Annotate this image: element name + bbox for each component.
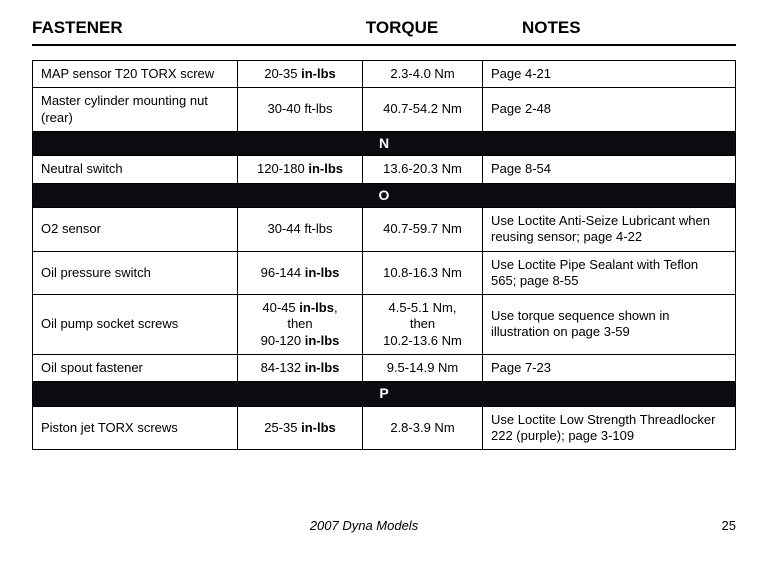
- cell-notes: Page 7-23: [483, 354, 736, 381]
- cell-fastener: Oil spout fastener: [33, 354, 238, 381]
- cell-torque-imperial: 30-44 ft-lbs: [238, 208, 363, 252]
- cell-notes: Use Loctite Low Strength Threadlocker 22…: [483, 406, 736, 450]
- page: FASTENER TORQUE NOTES MAP sensor T20 TOR…: [0, 0, 768, 450]
- footer-page-number: 25: [696, 518, 736, 533]
- cell-torque-imperial: 40-45 in-lbs,then90-120 in-lbs: [238, 295, 363, 355]
- cell-fastener: O2 sensor: [33, 208, 238, 252]
- table-row: Oil pressure switch96-144 in-lbs10.8-16.…: [33, 251, 736, 295]
- cell-torque-imperial: 120-180 in-lbs: [238, 156, 363, 183]
- cell-notes: Use torque sequence shown in illustratio…: [483, 295, 736, 355]
- cell-fastener: Oil pressure switch: [33, 251, 238, 295]
- column-headers: FASTENER TORQUE NOTES: [32, 18, 736, 46]
- table-row: Piston jet TORX screws25-35 in-lbs2.8-3.…: [33, 406, 736, 450]
- cell-torque-nm: 2.3-4.0 Nm: [363, 61, 483, 88]
- header-torque: TORQUE: [302, 18, 502, 38]
- header-spacer: [32, 46, 736, 60]
- footer-model: 2007 Dyna Models: [32, 518, 696, 533]
- cell-torque-imperial: 84-132 in-lbs: [238, 354, 363, 381]
- cell-notes: Page 8-54: [483, 156, 736, 183]
- cell-torque-nm: 4.5-5.1 Nm, then 10.2-13.6 Nm: [363, 295, 483, 355]
- table-row: Oil spout fastener84-132 in-lbs9.5-14.9 …: [33, 354, 736, 381]
- torque-table: MAP sensor T20 TORX screw20-35 in-lbs2.3…: [32, 60, 736, 450]
- header-fastener: FASTENER: [32, 18, 302, 38]
- section-divider: P: [33, 382, 736, 407]
- section-label: O: [33, 183, 736, 208]
- cell-notes: Page 4-21: [483, 61, 736, 88]
- cell-fastener: MAP sensor T20 TORX screw: [33, 61, 238, 88]
- page-footer: 2007 Dyna Models 25: [32, 518, 736, 533]
- cell-torque-nm: 13.6-20.3 Nm: [363, 156, 483, 183]
- cell-torque-nm: 9.5-14.9 Nm: [363, 354, 483, 381]
- cell-torque-nm: 40.7-59.7 Nm: [363, 208, 483, 252]
- table-row: Master cylinder mounting nut (rear)30-40…: [33, 88, 736, 132]
- header-notes: NOTES: [502, 18, 736, 38]
- cell-torque-nm: 2.8-3.9 Nm: [363, 406, 483, 450]
- cell-torque-imperial: 30-40 ft-lbs: [238, 88, 363, 132]
- cell-torque-nm: 10.8-16.3 Nm: [363, 251, 483, 295]
- section-divider: O: [33, 183, 736, 208]
- cell-fastener: Master cylinder mounting nut (rear): [33, 88, 238, 132]
- cell-notes: Page 2-48: [483, 88, 736, 132]
- table-row: MAP sensor T20 TORX screw20-35 in-lbs2.3…: [33, 61, 736, 88]
- section-divider: N: [33, 131, 736, 156]
- table-row: O2 sensor30-44 ft-lbs40.7-59.7 NmUse Loc…: [33, 208, 736, 252]
- cell-torque-imperial: 20-35 in-lbs: [238, 61, 363, 88]
- cell-fastener: Oil pump socket screws: [33, 295, 238, 355]
- table-row: Oil pump socket screws40-45 in-lbs,then9…: [33, 295, 736, 355]
- cell-notes: Use Loctite Pipe Sealant with Teflon 565…: [483, 251, 736, 295]
- table-row: Neutral switch120-180 in-lbs13.6-20.3 Nm…: [33, 156, 736, 183]
- section-label: N: [33, 131, 736, 156]
- cell-fastener: Neutral switch: [33, 156, 238, 183]
- section-label: P: [33, 382, 736, 407]
- cell-torque-imperial: 96-144 in-lbs: [238, 251, 363, 295]
- cell-notes: Use Loctite Anti-Seize Lubricant when re…: [483, 208, 736, 252]
- cell-fastener: Piston jet TORX screws: [33, 406, 238, 450]
- cell-torque-imperial: 25-35 in-lbs: [238, 406, 363, 450]
- cell-torque-nm: 40.7-54.2 Nm: [363, 88, 483, 132]
